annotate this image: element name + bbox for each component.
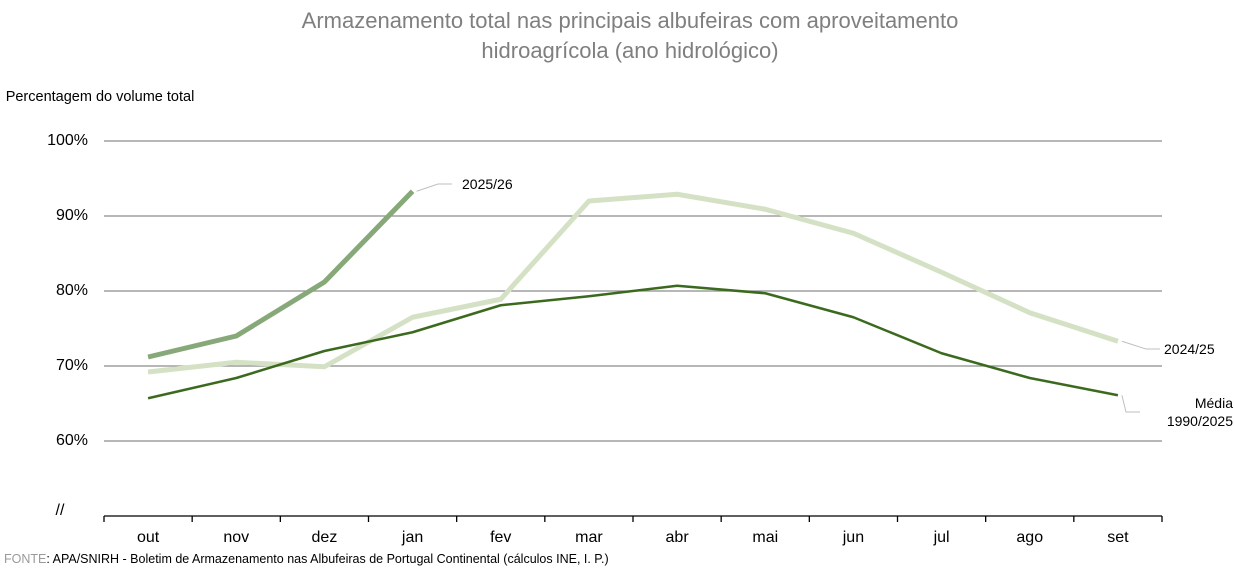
y-tick-label: 80% — [56, 282, 88, 299]
x-tick-label: set — [1107, 529, 1129, 546]
x-tick-label: fev — [490, 529, 511, 546]
series-label: 2025/26 — [462, 176, 513, 192]
x-tick-label: nov — [223, 529, 249, 546]
y-tick-label: 90% — [56, 207, 88, 224]
source-text: : APA/SNIRH - Boletim de Armazenamento n… — [46, 552, 609, 566]
y-tick-label: 60% — [56, 432, 88, 449]
x-tick-label: ago — [1016, 529, 1043, 546]
source: FONTE: APA/SNIRH - Boletim de Armazename… — [4, 552, 609, 566]
series-label: 2024/25 — [1164, 341, 1215, 357]
y-axis-label: Percentagem do volume total — [5, 89, 195, 105]
chart-title: Armazenamento total nas principais albuf… — [301, 8, 959, 63]
leader-line — [1121, 340, 1160, 350]
x-tick-label: jan — [401, 529, 423, 546]
y-tick-label: 100% — [47, 132, 88, 149]
leader-line — [1121, 395, 1140, 413]
series-line — [147, 189, 415, 360]
series-line — [147, 191, 1119, 375]
leader-line — [416, 183, 452, 192]
x-tick-label: dez — [312, 529, 338, 546]
series-label: Média 1990/2025 — [1166, 395, 1233, 429]
x-tick-label: jun — [842, 529, 864, 546]
x-tick-label: abr — [666, 529, 690, 546]
x-tick-label: mar — [575, 529, 603, 546]
x-tick-label: jul — [933, 529, 950, 546]
x-tick-label: out — [137, 529, 160, 546]
x-tick-label: mai — [752, 529, 778, 546]
axis-break: // — [56, 502, 65, 519]
series-line — [147, 284, 1119, 400]
source-label: FONTE — [4, 552, 47, 566]
y-tick-label: 70% — [56, 357, 88, 374]
